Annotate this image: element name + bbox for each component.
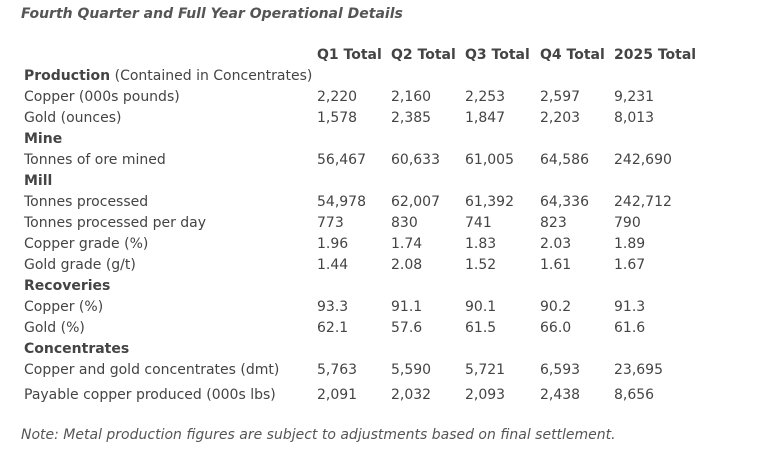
cell-q2: 60,633	[391, 152, 440, 168]
section-concentrates: Concentrates	[0, 341, 783, 362]
cell-q1: 5,763	[317, 362, 358, 378]
cell-year: 9,231	[614, 89, 655, 105]
cell-q3: 90.1	[465, 299, 497, 315]
cell-q3: 1.52	[465, 257, 497, 273]
cell-year: 23,695	[614, 362, 663, 378]
table-row: Payable copper produced (000s lbs) 2,091…	[0, 387, 783, 408]
section-subtitle: (Contained in Concentrates)	[110, 68, 313, 84]
table-row: Tonnes processed per day 773 830 741 823…	[0, 215, 783, 236]
cell-year: 790	[614, 215, 641, 231]
cell-q3: 5,721	[465, 362, 506, 378]
column-header-q3: Q3 Total	[465, 47, 530, 63]
column-header-q2: Q2 Total	[391, 47, 456, 63]
table-row: Copper grade (%) 1.96 1.74 1.83 2.03 1.8…	[0, 236, 783, 257]
table-row: Copper (%) 93.3 91.1 90.1 90.2 91.3	[0, 299, 783, 320]
row-label: Copper and gold concentrates (dmt)	[24, 362, 280, 378]
table-row: Gold (%) 62.1 57.6 61.5 66.0 61.6	[0, 320, 783, 341]
table-row: Gold (ounces) 1,578 2,385 1,847 2,203 8,…	[0, 110, 783, 131]
cell-year: 8,013	[614, 110, 655, 126]
cell-q3: 1,847	[465, 110, 506, 126]
cell-q2: 2,385	[391, 110, 432, 126]
section-mine: Mine	[0, 131, 783, 152]
cell-year: 8,656	[614, 387, 655, 403]
cell-q3: 61,005	[465, 152, 514, 168]
table-row: Tonnes processed 54,978 62,007 61,392 64…	[0, 194, 783, 215]
table-row: Tonnes of ore mined 56,467 60,633 61,005…	[0, 152, 783, 173]
cell-year: 242,690	[614, 152, 672, 168]
cell-q2: 2,160	[391, 89, 432, 105]
cell-q2: 830	[391, 215, 418, 231]
table-row: Gold grade (g/t) 1.44 2.08 1.52 1.61 1.6…	[0, 257, 783, 278]
cell-q4: 6,593	[540, 362, 581, 378]
cell-q1: 56,467	[317, 152, 366, 168]
row-label: Copper (000s pounds)	[24, 89, 180, 105]
cell-q4: 64,586	[540, 152, 589, 168]
row-label: Payable copper produced (000s lbs)	[24, 387, 276, 403]
row-label: Gold grade (g/t)	[24, 257, 136, 273]
cell-q3: 741	[465, 215, 492, 231]
table-title: Fourth Quarter and Full Year Operational…	[21, 6, 403, 22]
cell-q4: 823	[540, 215, 567, 231]
row-label: Tonnes processed per day	[24, 215, 207, 231]
cell-q3: 2,253	[465, 89, 506, 105]
column-header-q4: Q4 Total	[540, 47, 605, 63]
cell-q3: 61.5	[465, 320, 497, 336]
cell-q4: 64,336	[540, 194, 589, 210]
section-title: Production	[24, 68, 111, 84]
cell-q1: 93.3	[317, 299, 349, 315]
cell-year: 1.67	[614, 257, 646, 273]
row-label: Copper grade (%)	[24, 236, 149, 252]
row-label: Copper (%)	[24, 299, 104, 315]
cell-q4: 2,438	[540, 387, 581, 403]
cell-year: 91.3	[614, 299, 646, 315]
cell-q2: 5,590	[391, 362, 432, 378]
table-row: Copper and gold concentrates (dmt) 5,763…	[0, 362, 783, 383]
cell-q4: 2.03	[540, 236, 572, 252]
cell-q2: 2.08	[391, 257, 423, 273]
section-production: Production (Contained in Concentrates)	[0, 68, 783, 89]
cell-year: 61.6	[614, 320, 646, 336]
section-label: Production (Contained in Concentrates)	[24, 68, 312, 84]
section-mill: Mill	[0, 173, 783, 194]
cell-q1: 1.96	[317, 236, 349, 252]
column-header-year: 2025 Total	[614, 47, 697, 63]
cell-q1: 54,978	[317, 194, 366, 210]
section-title: Concentrates	[24, 341, 130, 357]
cell-q1: 773	[317, 215, 344, 231]
cell-q4: 2,203	[540, 110, 581, 126]
section-title: Recoveries	[24, 278, 111, 294]
cell-q1: 1.44	[317, 257, 349, 273]
cell-q3: 61,392	[465, 194, 514, 210]
row-label: Tonnes of ore mined	[24, 152, 166, 168]
cell-q4: 90.2	[540, 299, 572, 315]
cell-q1: 62.1	[317, 320, 349, 336]
cell-q1: 2,091	[317, 387, 358, 403]
column-header-q1: Q1 Total	[317, 47, 382, 63]
footnote: Note: Metal production figures are subje…	[21, 427, 616, 443]
section-title: Mill	[24, 173, 53, 189]
cell-q2: 1.74	[391, 236, 423, 252]
cell-q2: 62,007	[391, 194, 440, 210]
cell-q4: 1.61	[540, 257, 572, 273]
cell-q4: 2,597	[540, 89, 581, 105]
cell-q1: 1,578	[317, 110, 358, 126]
cell-year: 242,712	[614, 194, 672, 210]
cell-q2: 57.6	[391, 320, 423, 336]
cell-q2: 2,032	[391, 387, 432, 403]
cell-year: 1.89	[614, 236, 646, 252]
cell-q4: 66.0	[540, 320, 572, 336]
table-row: Copper (000s pounds) 2,220 2,160 2,253 2…	[0, 89, 783, 110]
section-recoveries: Recoveries	[0, 278, 783, 299]
cell-q3: 2,093	[465, 387, 506, 403]
row-label: Gold (ounces)	[24, 110, 122, 126]
cell-q1: 2,220	[317, 89, 358, 105]
row-label: Gold (%)	[24, 320, 85, 336]
cell-q2: 91.1	[391, 299, 423, 315]
section-title: Mine	[24, 131, 63, 147]
row-label: Tonnes processed	[24, 194, 149, 210]
cell-q3: 1.83	[465, 236, 497, 252]
